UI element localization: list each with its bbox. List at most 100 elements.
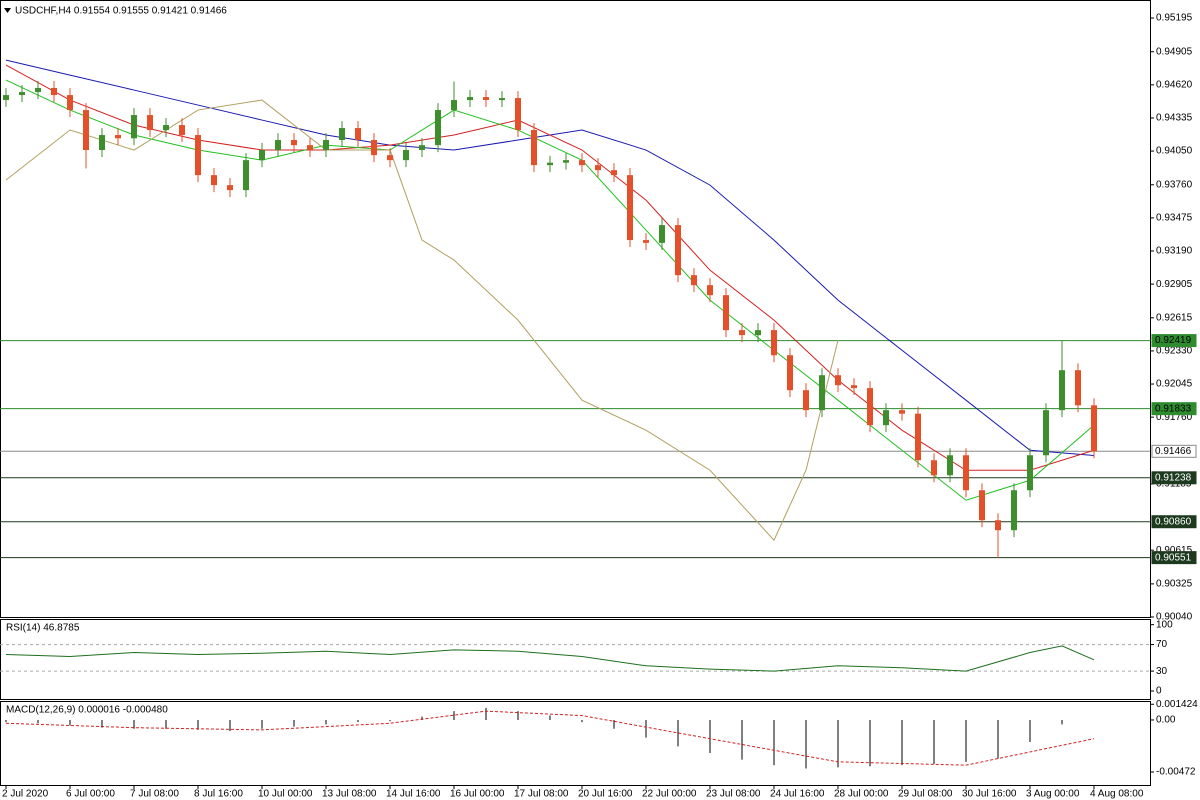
y-tick-label: 0.95195 [1156, 13, 1193, 24]
candle-body [307, 145, 313, 151]
x-tick-label: 17 Jul 08:00 [514, 789, 569, 800]
candle-body [499, 98, 505, 101]
candle-body [515, 98, 521, 131]
candle-body [947, 455, 953, 476]
candle-body [195, 135, 201, 176]
y-tick-label: 100 [1156, 619, 1173, 630]
y-tick-label: 0.93760 [1156, 179, 1193, 190]
candle-body [691, 275, 697, 286]
signal-line [5, 710, 1095, 766]
symbol-header: USDCHF,H4 0.91554 0.91555 0.91421 0.9146… [15, 6, 227, 17]
level-label-box [1151, 334, 1197, 348]
candle-body [163, 125, 169, 131]
level-label: 0.90860 [1155, 516, 1192, 527]
menu-triangle[interactable] [4, 8, 11, 13]
candle-body [995, 520, 1001, 531]
candle-body [115, 135, 121, 139]
level-label: 0.90551 [1155, 552, 1192, 563]
y-tick-label: 0.93190 [1156, 246, 1193, 257]
candle-body [483, 97, 489, 101]
candle-body [963, 455, 969, 491]
candle-body [675, 225, 681, 276]
candle-body [35, 87, 41, 93]
y-tick-label: 0.001424 [1156, 699, 1198, 710]
indicator-line [5, 64, 1095, 471]
candle-body [355, 128, 361, 141]
y-tick-label: 0.90325 [1156, 579, 1193, 590]
x-tick-label: 7 Jul 08:00 [130, 789, 179, 800]
candle-body [931, 460, 937, 476]
y-tick-label: 0.92905 [1156, 279, 1193, 290]
y-tick-label: -0.00472 [1156, 767, 1196, 778]
x-tick-label: 4 Aug 08:00 [1090, 789, 1144, 800]
candle-body [339, 128, 345, 141]
candle-body [403, 150, 409, 161]
x-tick-label: 8 Jul 16:00 [194, 789, 243, 800]
indicator-line [5, 79, 1095, 501]
level-label: 0.91466 [1155, 446, 1192, 457]
y-tick-label: 0.92045 [1156, 379, 1193, 390]
x-tick-label: 2 Jul 2020 [2, 789, 49, 800]
candle-body [563, 160, 569, 163]
candle-body [371, 140, 377, 156]
candle-body [67, 95, 73, 111]
candle-body [291, 140, 297, 146]
candle-body [451, 100, 457, 111]
level-label: 0.92419 [1155, 335, 1192, 346]
candle-body [419, 145, 425, 151]
candle-body [819, 375, 825, 411]
candle-body [179, 125, 185, 136]
y-tick-label: 0.94335 [1156, 113, 1193, 124]
rsi-line [5, 645, 1095, 672]
y-tick-label: 0.94905 [1156, 46, 1193, 57]
candle-body [323, 140, 329, 151]
x-tick-label: 10 Jul 00:00 [258, 789, 313, 800]
y-tick-label: 0.94620 [1156, 79, 1193, 90]
y-tick-label: 0.93475 [1156, 213, 1193, 224]
candle-body [627, 175, 633, 241]
main-frame [0, 0, 1151, 618]
candle-body [547, 162, 553, 166]
candle-body [467, 97, 473, 101]
candle-body [611, 170, 617, 176]
x-tick-label: 16 Jul 00:00 [450, 789, 505, 800]
candle-body [259, 150, 265, 161]
candle-body [211, 175, 217, 186]
y-tick-label: 0.92615 [1156, 312, 1193, 323]
candle-body [147, 115, 153, 131]
candle-body [899, 410, 905, 414]
x-tick-label: 20 Jul 16:00 [578, 789, 633, 800]
candle-body [275, 140, 281, 151]
candle-body [979, 490, 985, 521]
candle-body [3, 95, 9, 100]
level-label-box [1151, 471, 1197, 485]
macd-title: MACD(12,26,9) 0.000016 -0.000480 [6, 705, 168, 716]
candle-body [1011, 490, 1017, 531]
level-label: 0.91238 [1155, 472, 1192, 483]
candle-body [1027, 455, 1033, 491]
y-tick-label: 0.92330 [1156, 346, 1193, 357]
x-tick-label: 24 Jul 16:00 [770, 789, 825, 800]
level-label-box [1151, 402, 1197, 416]
candle-body [83, 110, 89, 151]
candle-body [739, 330, 745, 336]
candle-body [771, 330, 777, 356]
macd-frame [0, 701, 1151, 786]
x-tick-label: 29 Jul 08:00 [898, 789, 953, 800]
candle-body [1075, 370, 1081, 406]
x-tick-label: 28 Jul 00:00 [834, 789, 889, 800]
candle-body [595, 165, 601, 171]
candle-body [803, 390, 809, 411]
y-tick-label: 0.91760 [1156, 412, 1193, 423]
candle-body [643, 240, 649, 243]
candle-body [787, 355, 793, 391]
y-tick-label: 0.90040 [1156, 612, 1193, 623]
x-tick-label: 22 Jul 00:00 [642, 789, 697, 800]
candle-body [131, 115, 137, 139]
y-tick-label: 0 [1156, 686, 1162, 697]
y-tick-label: 30 [1156, 666, 1168, 677]
candle-body [1059, 370, 1065, 411]
candle-body [1091, 405, 1097, 452]
